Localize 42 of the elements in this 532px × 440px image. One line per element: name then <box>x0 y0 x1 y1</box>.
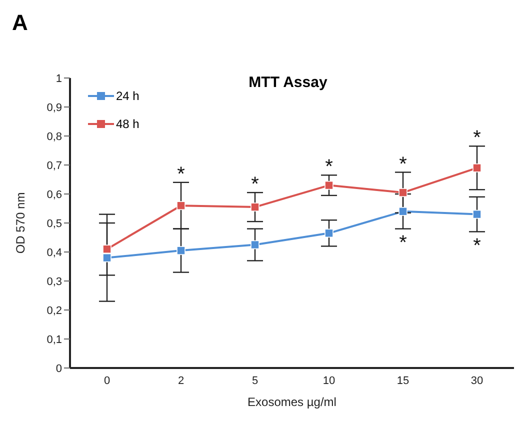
annotation: * <box>399 232 408 254</box>
text: A <box>12 10 28 36</box>
annotation: * <box>473 234 482 257</box>
y-tick-label: 0,5 <box>46 218 62 230</box>
y-tick-label: 0 <box>56 362 62 375</box>
y-tick-label: 0,3 <box>46 276 62 288</box>
chart-title: MTT Assay <box>248 74 328 91</box>
point <box>398 188 408 197</box>
point <box>472 210 482 219</box>
y-tick-label: 0,9 <box>46 102 62 114</box>
x-tick-label: 30 <box>470 374 484 387</box>
y-tick-label: 0,7 <box>46 160 62 172</box>
point <box>472 164 482 172</box>
y-tick-label: 0,2 <box>46 304 62 317</box>
annotation: * <box>251 174 260 196</box>
legend-label: 48 h <box>116 116 140 133</box>
y-tick-label: 0,6 <box>46 188 62 201</box>
x-tick-label: 0 <box>104 374 110 387</box>
y-tick-label: 0,8 <box>46 130 62 143</box>
legend-label: 24 h <box>116 88 140 105</box>
point <box>324 180 334 190</box>
annotation: * <box>325 156 334 178</box>
point <box>250 240 260 250</box>
y-tick-label: 0,4 <box>46 246 62 259</box>
x-tick-label: 2 <box>178 374 184 387</box>
point <box>102 253 112 262</box>
x-tick-label: 10 <box>322 374 336 387</box>
point <box>176 201 186 210</box>
annotation: * <box>177 163 186 186</box>
x-tick-label: 5 <box>252 374 258 387</box>
y-tick-label: 1 <box>56 72 62 85</box>
point <box>102 244 112 254</box>
point <box>324 228 334 238</box>
y-tick-label: 0,1 <box>46 334 62 346</box>
point <box>398 207 408 216</box>
point <box>250 202 260 212</box>
point <box>176 246 186 255</box>
x-tick-label: 15 <box>396 374 410 387</box>
y-axis-title: OD 570 nm <box>13 192 28 254</box>
annotation: * <box>399 153 408 176</box>
x-axis-title: Exosomes µg/ml <box>248 395 336 409</box>
annotation: * <box>473 127 482 150</box>
